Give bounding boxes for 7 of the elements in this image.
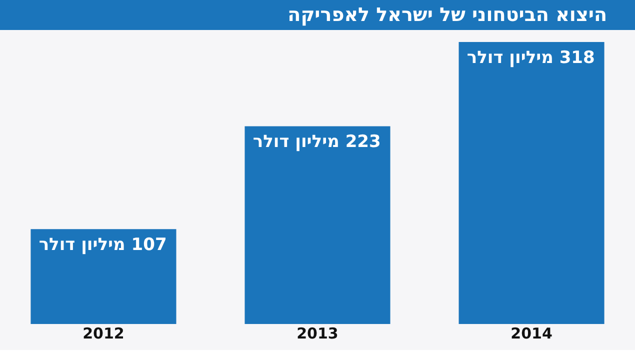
x-tick-label: 2013 — [296, 324, 338, 342]
x-tick-label: 2014 — [510, 324, 552, 342]
data-label: 318 מיליון דולר — [466, 48, 595, 68]
data-label: 107 מיליון דולר — [38, 235, 167, 256]
chart-title: היצוא הביטחוני של ישראל לאפריקה — [288, 4, 607, 26]
x-tick-label: 2012 — [82, 324, 124, 342]
data-label: 223 מיליון דולר — [252, 132, 381, 152]
